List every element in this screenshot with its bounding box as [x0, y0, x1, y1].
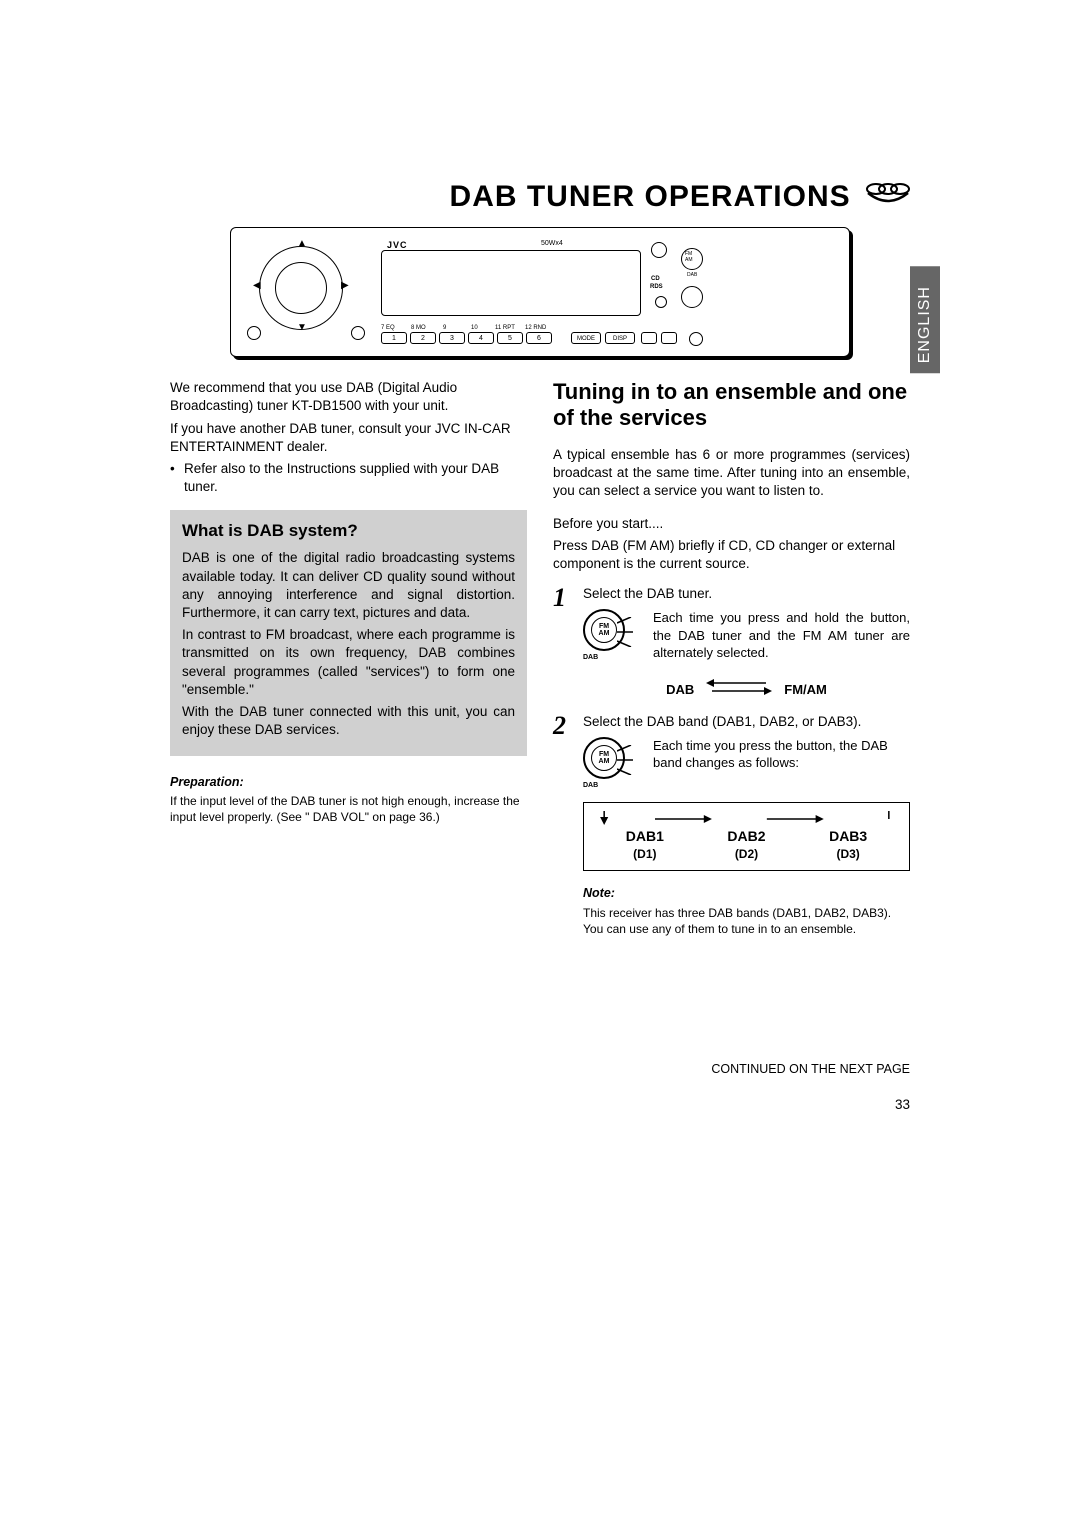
step-2-text: Select the DAB band (DAB1, DAB2, or DAB3…: [583, 713, 910, 731]
eject-btn-icon: [651, 242, 667, 258]
preparation-label: Preparation:: [170, 774, 527, 791]
intro-p1: We recommend that you use DAB (Digital A…: [170, 379, 527, 415]
am-text: AM: [599, 630, 610, 637]
brand-label: JVC: [387, 240, 408, 250]
left-column: We recommend that you use DAB (Digital A…: [170, 379, 527, 1118]
preparation-text: If the input level of the DAB tuner is n…: [170, 794, 527, 825]
top-cycle-arrows-icon: [594, 811, 899, 825]
am-label: AM: [685, 258, 693, 263]
arrow-right-icon: ▶: [341, 280, 349, 291]
corner-btn-icon: [689, 332, 703, 346]
seq-dab: DAB: [666, 681, 694, 699]
bullet-icon: •: [170, 460, 184, 496]
cd-label: CD: [651, 276, 660, 282]
disc-icon: [655, 296, 667, 308]
bullet-text: Refer also to the Instructions supplied …: [184, 460, 527, 496]
fm-am-button-graphic-2: FM AM: [583, 737, 643, 790]
rds-label: RDS: [650, 284, 663, 290]
btn-sub-6: 12 RND: [525, 325, 546, 331]
btn-sub-3: 9: [443, 325, 446, 331]
band3-label: DAB3: [829, 828, 867, 844]
dial-inner-icon: [275, 262, 327, 314]
num-btn-1: 1: [381, 332, 407, 344]
before-start-text: Press DAB (FM AM) briefly if CD, CD chan…: [553, 537, 910, 573]
am-text-2: AM: [599, 758, 610, 765]
band1-sub: (D1): [626, 846, 664, 862]
intro-p2: If you have another DAB tuner, consult y…: [170, 420, 527, 456]
fm-am-button-graphic: FM AM: [583, 609, 643, 662]
number-button-row: 1 2 3 4 5 6: [381, 332, 552, 344]
radio-illustration: ▲ ▼ ◀ ▶ JVC 50Wx4 FM AM DAB CD RDS 1 2 3…: [230, 227, 850, 357]
fm-text-2: FM: [599, 751, 609, 758]
dab-under-label: DAB: [583, 653, 643, 662]
section-p1: A typical ensemble has 6 or more program…: [553, 446, 910, 501]
dab-logo-icon: [866, 181, 910, 215]
num-btn-3: 3: [439, 332, 465, 344]
num-btn-5: 5: [497, 332, 523, 344]
step-2-number: 2: [553, 713, 575, 739]
before-start-label: Before you start....: [553, 515, 910, 533]
seq-fmam: FM/AM: [784, 681, 827, 699]
cd-btn-icon: [681, 286, 703, 308]
band1-label: DAB1: [626, 828, 664, 844]
step-1-number: 1: [553, 585, 575, 611]
next-btn-icon: [661, 332, 677, 344]
step-1: 1 Select the DAB tuner. FM AM: [553, 585, 910, 700]
fm-text: FM: [599, 623, 609, 630]
btn-sub-1: 7 EQ: [381, 325, 395, 331]
info-box: What is DAB system? DAB is one of the di…: [170, 510, 527, 755]
arrow-up-icon: ▲: [297, 238, 307, 249]
dab-label: DAB: [687, 272, 697, 278]
btn-sub-5: 11 RPT: [495, 325, 515, 331]
band-dab2: DAB2 (D2): [727, 827, 765, 862]
btn-sub-4: 10: [471, 325, 478, 331]
press-lines-icon-2: [617, 745, 635, 780]
band-cycle-box: DAB1 (D1) DAB2 (D2) DAB3 (D3): [583, 802, 910, 871]
press-lines-icon: [617, 617, 635, 652]
band-dab1: DAB1 (D1): [626, 827, 664, 862]
step-2-desc: Each time you press the button, the DAB …: [653, 737, 910, 772]
small-btn-2-icon: [351, 326, 365, 340]
num-btn-6: 6: [526, 332, 552, 344]
info-box-p2: In contrast to FM broadcast, where each …: [182, 626, 515, 699]
note-label: Note:: [583, 885, 910, 902]
power-label: 50Wx4: [541, 240, 563, 247]
note-text: This receiver has three DAB bands (DAB1,…: [583, 906, 910, 937]
title-text: DAB TUNER OPERATIONS: [450, 180, 851, 213]
disp-btn: DISP: [605, 332, 635, 344]
small-btn-1-icon: [247, 326, 261, 340]
arrow-left-icon: ◀: [253, 280, 261, 291]
info-box-title: What is DAB system?: [182, 520, 515, 543]
step-1-text: Select the DAB tuner.: [583, 585, 910, 603]
num-btn-4: 4: [468, 332, 494, 344]
info-box-p1: DAB is one of the digital radio broadcas…: [182, 549, 515, 622]
language-tab: ENGLISH: [910, 266, 940, 373]
continued-label: CONTINUED ON THE NEXT PAGE: [553, 1061, 910, 1078]
num-btn-2: 2: [410, 332, 436, 344]
step-2: 2 Select the DAB band (DAB1, DAB2, or DA…: [553, 713, 910, 942]
bullet-item: • Refer also to the Instructions supplie…: [170, 460, 527, 496]
mode-btn: MODE: [571, 332, 601, 344]
btn-sub-2: 8 MO: [411, 325, 426, 331]
dab-fmam-sequence: DAB FM/AM: [583, 678, 910, 701]
band2-label: DAB2: [727, 828, 765, 844]
band3-sub: (D3): [829, 846, 867, 862]
page-title: DAB TUNER OPERATIONS: [170, 180, 910, 215]
document-page: DAB TUNER OPERATIONS ENGLISH ▲ ▼ ◀ ▶ JVC…: [170, 180, 910, 1118]
section-heading: Tuning in to an ensemble and one of the …: [553, 379, 910, 432]
step-1-desc: Each time you press and hold the button,…: [653, 609, 910, 662]
two-column-layout: We recommend that you use DAB (Digital A…: [170, 379, 910, 1118]
prev-btn-icon: [641, 332, 657, 344]
double-arrow-icon: [704, 678, 774, 701]
band2-sub: (D2): [727, 846, 765, 862]
dab-under-label-2: DAB: [583, 781, 643, 790]
band-dab3: DAB3 (D3): [829, 827, 867, 862]
page-number: 33: [553, 1096, 910, 1114]
display-screen-icon: [381, 250, 641, 316]
right-column: Tuning in to an ensemble and one of the …: [553, 379, 910, 1118]
info-box-p3: With the DAB tuner connected with this u…: [182, 703, 515, 739]
arrow-down-icon: ▼: [297, 322, 307, 333]
